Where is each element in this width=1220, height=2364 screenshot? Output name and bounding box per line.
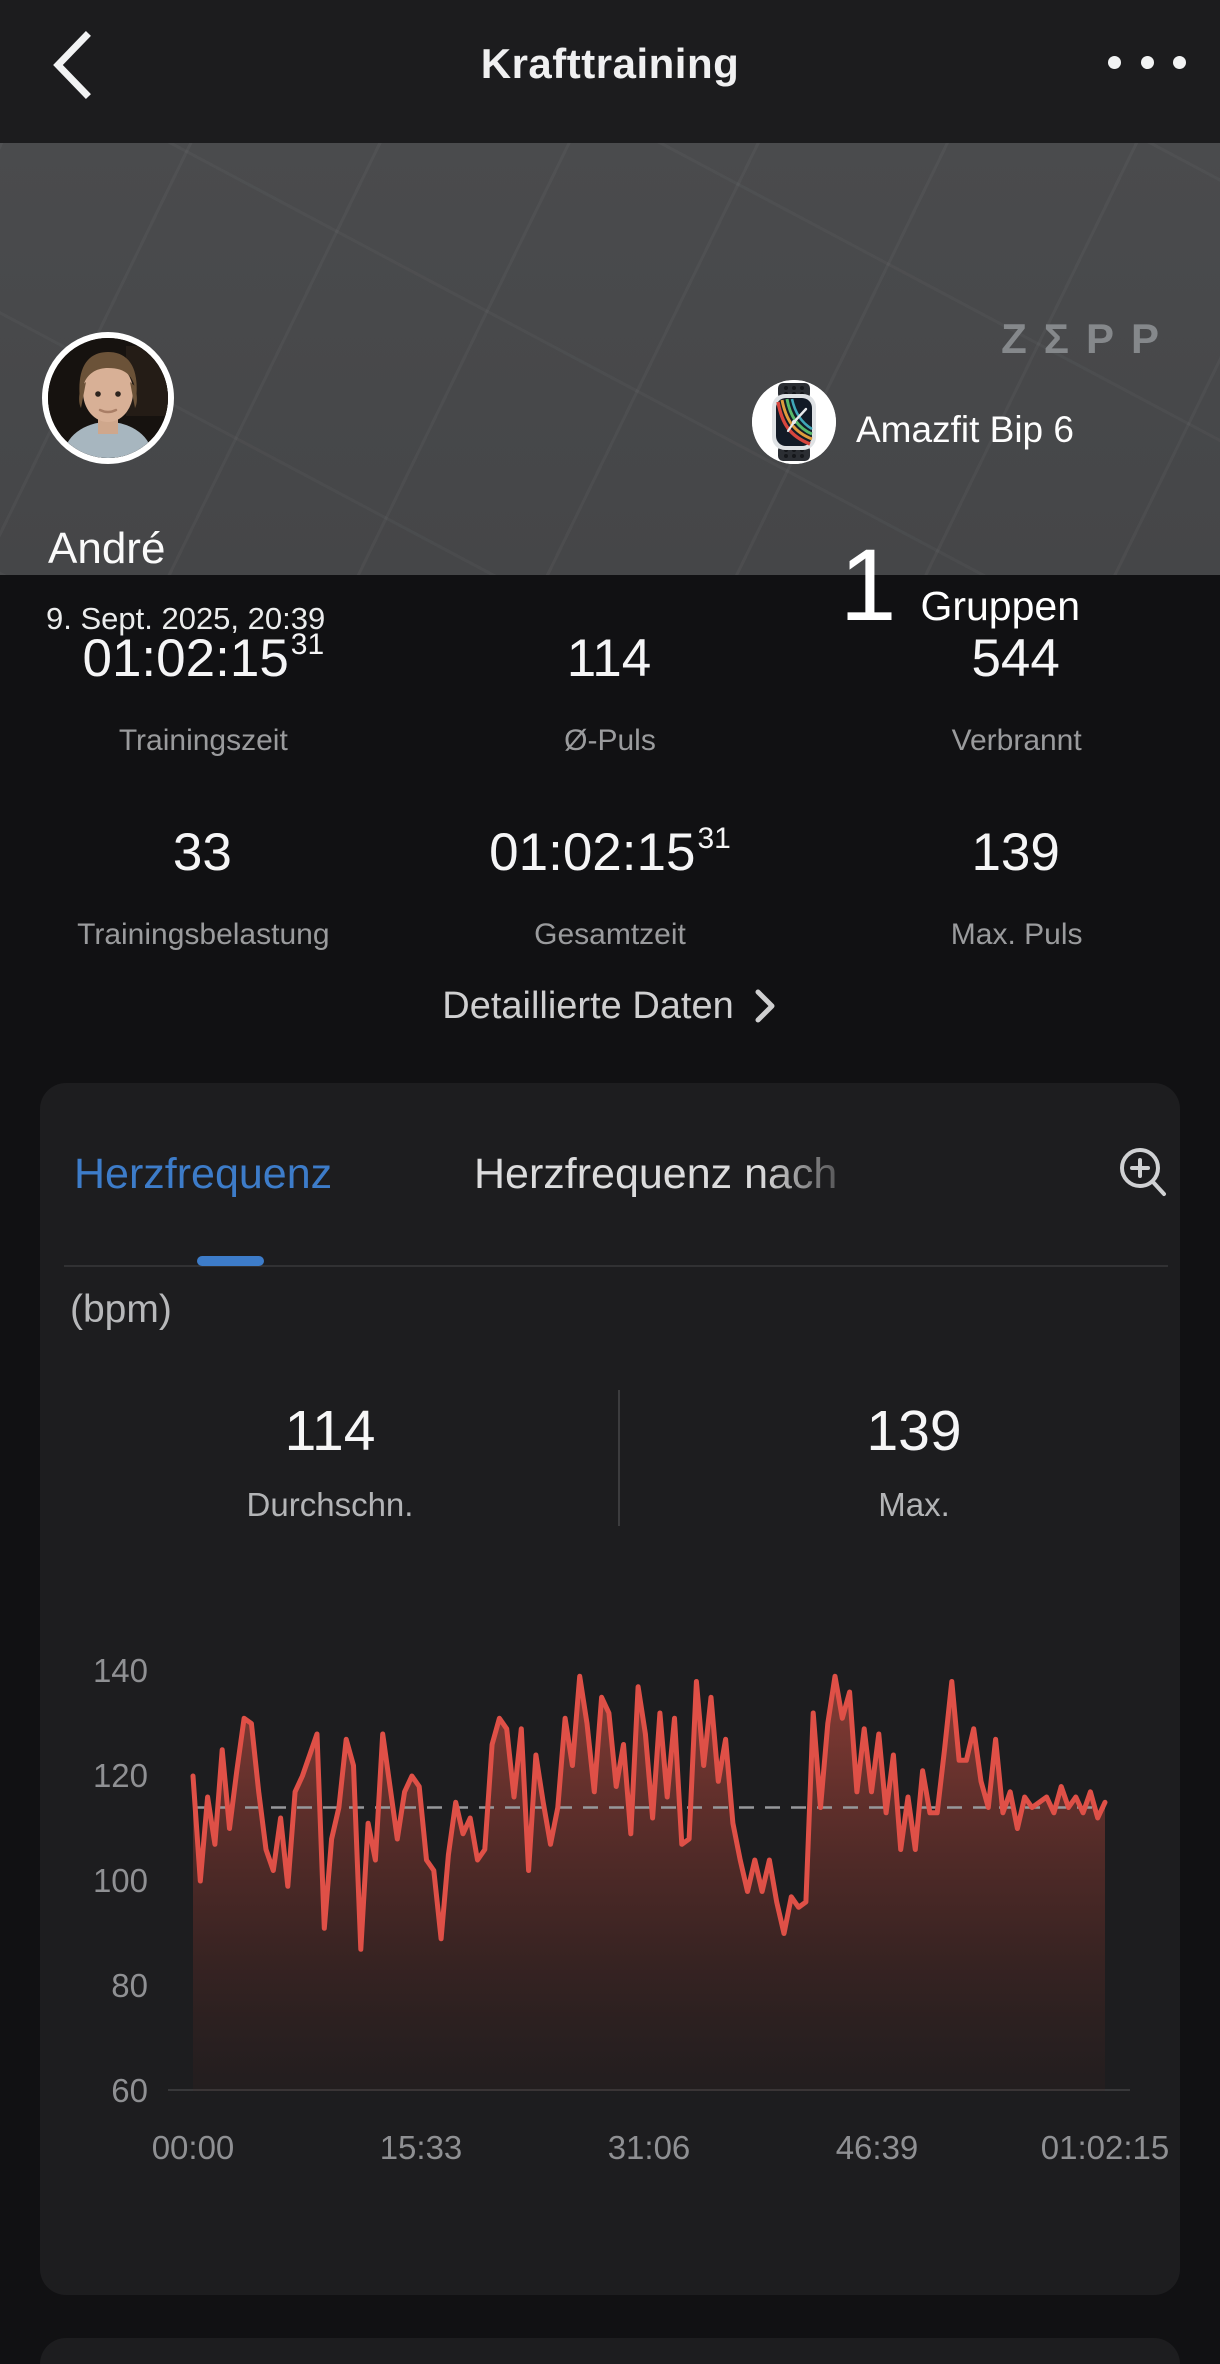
stat-max-puls: 139 Max. Puls — [813, 807, 1220, 953]
zoom-in-icon — [1120, 1148, 1166, 1196]
chevron-right-icon — [755, 989, 775, 1023]
stats-grid: 01:02:1531 Trainingszeit 114 Ø-Puls 544 … — [0, 613, 1220, 953]
stat-label: Max. Puls — [950, 918, 1083, 951]
more-dots-icon — [1108, 55, 1121, 69]
stat-label: Ø-Puls — [564, 724, 656, 757]
x-axis-label: 01:02:15 — [1040, 2129, 1170, 2166]
stat-gesamtzeit: 01:02:1531 Gesamtzeit — [407, 807, 814, 953]
avatar — [42, 332, 174, 464]
stat-value: 139 — [971, 823, 1060, 882]
groups-label: Gruppen — [920, 583, 1080, 629]
x-axis-label: 00:00 — [151, 2129, 235, 2166]
stat-value: 544 — [971, 629, 1060, 688]
nav-bar: Krafttraining — [0, 0, 1220, 143]
detailed-data-label: Detaillierte Daten — [442, 984, 734, 1027]
stat-value: 01:02:1531 — [489, 822, 731, 882]
page-title: Krafttraining — [480, 40, 740, 87]
y-axis-label: 80 — [111, 1967, 148, 2004]
stat-label: Verbrannt — [951, 724, 1082, 757]
workout-header: André 9. Sept. 2025, 20:39 ZΣPP — [0, 143, 1220, 639]
device-watch-icon — [752, 380, 836, 464]
y-axis-label: 100 — [92, 1862, 148, 1899]
stat-value: 01:02:1531 — [82, 628, 325, 688]
x-axis-label: 15:33 — [379, 2129, 463, 2166]
groups-count: 1 — [839, 528, 897, 642]
avg-max-divider — [618, 1390, 620, 1526]
avg-hr-value: 114 — [284, 1399, 376, 1463]
workout-datetime: 9. Sept. 2025, 20:39 — [46, 601, 326, 636]
y-axis-label: 140 — [92, 1652, 148, 1689]
max-hr-value: 139 — [866, 1399, 962, 1463]
active-tab-underline — [197, 1256, 264, 1266]
y-axis-label: 120 — [92, 1757, 148, 1794]
detailed-data-link[interactable]: Detaillierte Daten — [0, 978, 1220, 1034]
more-dots-icon — [1140, 55, 1154, 69]
stat-value: 33 — [172, 823, 232, 882]
tab-divider — [64, 1265, 1168, 1267]
chart-x-axis-line — [168, 2089, 1130, 2091]
x-axis-label: 31:06 — [607, 2129, 691, 2166]
chart-zoom-button[interactable] — [1104, 1132, 1184, 1212]
avg-hr-label: Durchschn. — [246, 1486, 414, 1523]
y-axis-label: 60 — [111, 2072, 148, 2109]
tab-herzfrequenz-nach-zonen[interactable]: Herzfrequenz nach — [474, 1150, 838, 1198]
stat-label: Trainingszeit — [118, 724, 288, 757]
stat-trainingsbelastung: 33 Trainingsbelastung — [0, 807, 407, 953]
stat-label: Gesamtzeit — [534, 918, 686, 951]
max-hr-label: Max. — [878, 1486, 950, 1523]
more-menu-button[interactable] — [1102, 36, 1192, 88]
x-axis-label: 46:39 — [835, 2129, 919, 2166]
device-name: Amazfit Bip 6 — [856, 409, 1074, 450]
stat-avg-puls: 114 Ø-Puls — [407, 613, 814, 759]
zepp-logo: ZΣPP — [1001, 315, 1176, 362]
chevron-left-icon — [53, 31, 91, 99]
groups-summary: 1 Gruppen — [840, 531, 1080, 639]
user-portrait-image — [48, 338, 168, 458]
chart-unit-label: (bpm) — [70, 1288, 172, 1331]
stat-trainingszeit: 01:02:1531 Trainingszeit — [0, 613, 407, 759]
back-button[interactable] — [34, 22, 112, 112]
tab-herzfrequenz[interactable]: Herzfrequenz — [74, 1150, 333, 1198]
stat-verbrannt: 544 Verbrannt — [813, 613, 1220, 759]
user-name: André — [48, 524, 166, 573]
more-dots-icon — [1173, 55, 1186, 69]
stat-value: 114 — [566, 629, 652, 688]
next-card-peek — [40, 2338, 1180, 2364]
stat-label: Trainingsbelastung — [77, 918, 330, 951]
